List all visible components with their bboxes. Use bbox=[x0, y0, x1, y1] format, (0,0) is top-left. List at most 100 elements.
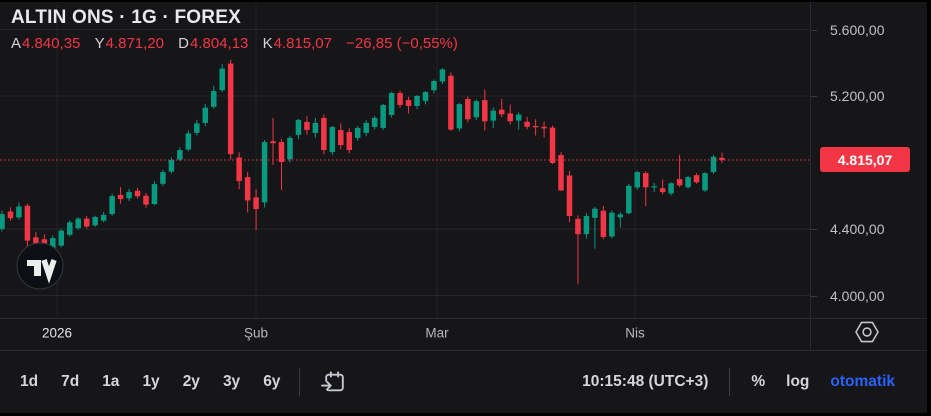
window-edge-top bbox=[0, 0, 931, 2]
candle bbox=[626, 183, 632, 215]
toolbar-right-group: 10:15:48 (UTC+3) % log otomatik bbox=[582, 368, 895, 396]
candle bbox=[498, 98, 505, 118]
settings-icon[interactable] bbox=[851, 316, 883, 348]
price-axis-tick bbox=[811, 29, 817, 31]
candle bbox=[363, 120, 369, 137]
go-to-date-button[interactable] bbox=[321, 369, 348, 396]
time-axis-label: 2026 bbox=[41, 325, 73, 340]
candle bbox=[405, 96, 412, 114]
candle bbox=[414, 95, 420, 110]
candle bbox=[143, 192, 149, 208]
candle bbox=[253, 189, 259, 231]
log-scale-toggle[interactable]: log bbox=[786, 373, 810, 391]
price-axis-label: 4.400,00 bbox=[830, 221, 885, 237]
candle bbox=[321, 114, 327, 155]
chart-header: ALTIN ONS · 1G · FOREX A4.840,35 Y4.871,… bbox=[11, 7, 458, 52]
low-value: 4.804,13 bbox=[190, 35, 249, 52]
time-axis[interactable]: 2026 Şub Mar Nis bbox=[0, 318, 810, 347]
low-label: D bbox=[178, 35, 189, 52]
candlestick-chart[interactable] bbox=[0, 0, 810, 318]
range-button-6y[interactable]: 6y bbox=[263, 373, 281, 391]
arrow-right-icon bbox=[321, 380, 333, 390]
toolbar-divider bbox=[729, 368, 731, 396]
candle bbox=[16, 202, 22, 220]
candle bbox=[575, 215, 581, 285]
high-label: Y bbox=[94, 35, 105, 52]
candle bbox=[397, 90, 403, 108]
high-value: 4.871,20 bbox=[105, 35, 164, 52]
candle bbox=[244, 172, 251, 213]
tradingview-logo[interactable] bbox=[16, 242, 64, 290]
range-button-3y[interactable]: 3y bbox=[222, 373, 241, 391]
candle bbox=[227, 59, 234, 160]
candle bbox=[202, 103, 209, 127]
candle bbox=[117, 187, 124, 204]
toolbar-divider bbox=[299, 368, 301, 396]
candle bbox=[515, 112, 522, 130]
range-button-2y[interactable]: 2y bbox=[182, 373, 200, 391]
candle bbox=[507, 104, 513, 125]
candle bbox=[524, 116, 530, 130]
range-button-1y[interactable]: 1y bbox=[142, 373, 160, 391]
open-label: A bbox=[11, 35, 22, 52]
candle bbox=[685, 176, 691, 189]
candle bbox=[473, 99, 480, 121]
percent-scale-toggle[interactable]: % bbox=[751, 373, 766, 391]
candle bbox=[312, 117, 319, 138]
close-label: K bbox=[262, 35, 273, 52]
candle bbox=[422, 91, 429, 105]
candle bbox=[549, 125, 556, 164]
candle bbox=[380, 103, 386, 131]
candle bbox=[659, 179, 666, 195]
candle bbox=[338, 123, 344, 150]
candle bbox=[693, 173, 700, 184]
price-axis-label: 4.000,00 bbox=[830, 287, 885, 304]
chart-pane: ALTIN ONS · 1G · FOREX A4.840,35 Y4.871,… bbox=[0, 0, 810, 318]
symbol-title[interactable]: ALTIN ONS · 1G · FOREX bbox=[11, 7, 241, 28]
candle bbox=[710, 154, 717, 174]
candle bbox=[168, 157, 175, 174]
clock: 10:15:48 (UTC+3) bbox=[582, 373, 709, 390]
price-axis-tick bbox=[811, 229, 817, 230]
logo-v-glyph bbox=[41, 259, 57, 284]
candle bbox=[583, 213, 590, 239]
price-axis-label: 5.200,00 bbox=[830, 88, 885, 104]
candles-group bbox=[0, 59, 725, 285]
price-axis[interactable]: 4.815,07 5.600,00 5.200,00 4.400,00 4.000,0… bbox=[810, 0, 931, 350]
grid-lines bbox=[0, 0, 810, 318]
candle bbox=[126, 188, 132, 202]
candle bbox=[270, 117, 276, 165]
candle bbox=[600, 206, 607, 240]
candle bbox=[532, 119, 539, 136]
candle bbox=[465, 96, 471, 123]
candle bbox=[134, 187, 141, 199]
candle bbox=[642, 171, 649, 207]
candle bbox=[609, 210, 615, 239]
price-axis-tick bbox=[811, 295, 817, 297]
range-button-1d[interactable]: 1d bbox=[20, 373, 39, 391]
candle bbox=[558, 152, 564, 192]
price-axis-tick bbox=[811, 96, 817, 97]
time-axis-label: Mar bbox=[425, 325, 449, 340]
candle bbox=[211, 85, 217, 109]
auto-scale-toggle[interactable]: otomatik bbox=[830, 373, 895, 391]
bottom-toolbar: 1d 7d 1a 1y 2y 3y 6y 10:15:48 (UTC+3) % log ot… bbox=[0, 350, 931, 413]
candle bbox=[92, 215, 98, 227]
change-value: −26,85 (−0,55%) bbox=[346, 35, 458, 52]
candle bbox=[482, 89, 488, 131]
range-buttons: 1d 7d 1a 1y 2y 3y 6y bbox=[20, 374, 280, 390]
logo-t-glyph bbox=[27, 260, 41, 276]
candle bbox=[668, 182, 674, 196]
candle bbox=[634, 170, 640, 190]
ohlc-readout: A4.840,35 Y4.871,20 D4.804,13 K4.815,07 … bbox=[11, 35, 458, 52]
candle bbox=[287, 135, 293, 163]
open-value: 4.840,35 bbox=[22, 35, 81, 52]
close-value: 4.815,07 bbox=[273, 35, 332, 52]
candle bbox=[83, 216, 90, 229]
candle bbox=[566, 171, 573, 223]
range-button-7d[interactable]: 7d bbox=[61, 373, 80, 391]
range-button-1a[interactable]: 1a bbox=[102, 373, 120, 391]
candle bbox=[371, 115, 378, 130]
candle bbox=[219, 64, 225, 93]
candle bbox=[0, 210, 5, 232]
